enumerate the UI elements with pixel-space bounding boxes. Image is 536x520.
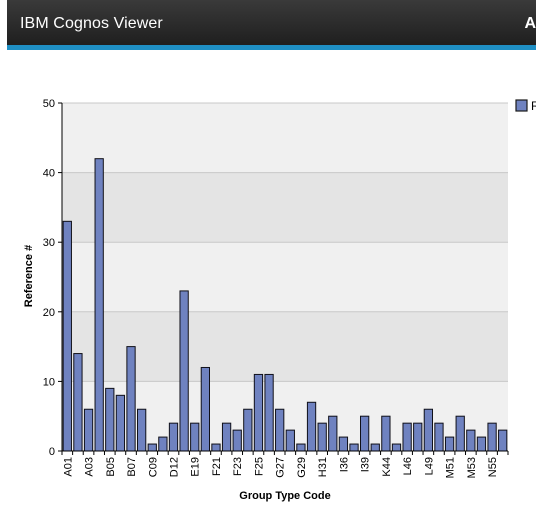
bar xyxy=(487,422,497,452)
x-tick-label: M51 xyxy=(445,457,457,478)
bar xyxy=(190,422,200,452)
bar xyxy=(349,443,359,452)
bar xyxy=(338,436,349,452)
x-tick-label: F23 xyxy=(232,457,244,476)
bar xyxy=(243,408,253,452)
header-menu-text[interactable]: A xyxy=(524,15,536,32)
app-title: IBM Cognos Viewer xyxy=(20,15,163,32)
bar xyxy=(413,422,423,452)
bar xyxy=(466,429,476,452)
y-tick-label: 40 xyxy=(43,168,55,180)
bar xyxy=(221,422,232,452)
bar-series xyxy=(62,158,508,452)
grid-lines xyxy=(62,102,508,382)
bar xyxy=(455,415,465,452)
bar xyxy=(211,443,221,452)
bar xyxy=(264,373,274,452)
x-tick-label: N55 xyxy=(487,457,499,477)
bar xyxy=(476,436,487,452)
legend-swatch xyxy=(515,99,528,112)
x-tick-label: L46 xyxy=(402,457,414,475)
bar xyxy=(306,401,317,452)
x-tick-label: I39 xyxy=(360,457,372,472)
x-tick-label: I36 xyxy=(338,457,350,472)
plot-band xyxy=(62,311,508,382)
bar xyxy=(360,415,370,452)
bar xyxy=(391,443,402,452)
x-tick-label: F25 xyxy=(253,457,265,476)
plot-background xyxy=(62,103,508,451)
bar xyxy=(370,443,380,452)
bar xyxy=(253,373,264,452)
x-tick-label: A03 xyxy=(84,457,96,477)
plot-band xyxy=(62,172,508,243)
y-tick-label: 10 xyxy=(43,376,55,388)
bar xyxy=(179,290,189,452)
y-tick-label: 0 xyxy=(49,446,55,458)
x-tick-label: C09 xyxy=(147,457,159,477)
bar xyxy=(200,366,211,452)
y-axis-title: Reference # xyxy=(23,245,35,307)
bar xyxy=(444,436,455,452)
bar xyxy=(147,443,157,452)
x-tick-label: L49 xyxy=(423,457,435,475)
x-tick-label: G27 xyxy=(275,457,287,478)
x-tick-label: B07 xyxy=(126,457,138,477)
y-tick-label: 30 xyxy=(43,237,55,249)
bar xyxy=(73,353,83,452)
bar xyxy=(83,408,94,452)
left-edge xyxy=(0,50,7,520)
plot-band xyxy=(62,381,508,451)
x-axis-title: Group Type Code xyxy=(239,490,330,502)
x-tick-label: F21 xyxy=(211,457,223,476)
plot-band xyxy=(62,242,508,312)
bar xyxy=(402,422,412,452)
viewer-header xyxy=(7,0,536,45)
bar xyxy=(275,408,285,452)
x-axis-ticks: A01 A03 B05 B07 C09 D12 E19 F21 F23 F25 G27 G29 H31 I… xyxy=(61,451,509,478)
bar xyxy=(115,394,126,452)
y-tick-label: 20 xyxy=(43,307,55,319)
legend: R xyxy=(515,99,536,113)
x-tick-label: M53 xyxy=(466,457,478,478)
bar xyxy=(232,429,242,452)
x-tick-label: D12 xyxy=(169,457,181,477)
bar xyxy=(168,422,179,452)
x-tick-label: E19 xyxy=(190,457,202,477)
bar xyxy=(296,443,306,452)
bar xyxy=(94,158,104,452)
y-axis-ticks: 0 10 20 30 40 50 xyxy=(43,98,62,458)
header-accent-bar xyxy=(7,45,536,50)
x-tick-label: B05 xyxy=(105,457,117,477)
bar xyxy=(434,422,444,452)
bar xyxy=(126,346,136,452)
x-tick-label: H31 xyxy=(317,457,329,477)
plot-band xyxy=(62,103,508,173)
x-tick-label: K44 xyxy=(381,457,393,477)
bar xyxy=(105,387,115,452)
y-tick-label: 50 xyxy=(43,98,55,110)
bar xyxy=(381,415,391,452)
bar xyxy=(317,422,327,452)
bar xyxy=(423,408,434,452)
bar xyxy=(498,429,508,452)
x-tick-label: A01 xyxy=(62,457,74,477)
bar xyxy=(158,436,168,452)
legend-label: R xyxy=(531,99,536,113)
bar xyxy=(328,415,338,452)
bar xyxy=(137,408,147,452)
bar xyxy=(285,429,295,452)
bar xyxy=(62,220,72,452)
x-tick-label: G29 xyxy=(296,457,308,478)
